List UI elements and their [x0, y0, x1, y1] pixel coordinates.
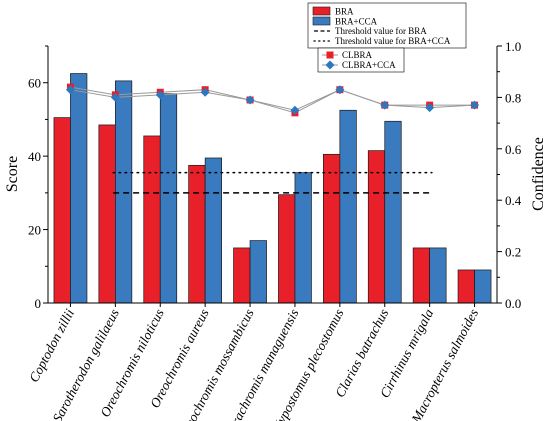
- point-clbra-cca-2: [155, 90, 165, 100]
- bar-bra-cca-3: [204, 157, 222, 304]
- y-tick-label: 20: [28, 223, 41, 238]
- thresholds-layer: [112, 171, 433, 194]
- bar-bra-2: [143, 135, 161, 304]
- bar-bra-0: [53, 117, 71, 304]
- bars-layer: [53, 73, 492, 304]
- y2-tick-label: 0.8: [505, 90, 521, 105]
- point-clbra-cca-8: [425, 103, 435, 113]
- y2-tick-label: 0.0: [505, 296, 521, 311]
- point-clbra-cca-9: [470, 100, 480, 110]
- bar-bra-8: [412, 247, 430, 304]
- point-clbra-cca-1: [110, 92, 120, 102]
- line-clbra: [70, 86, 475, 114]
- legend-swatch-bra-cca: [312, 16, 331, 26]
- legend-label: CLBRA+CCA: [342, 60, 396, 70]
- y2-tick-label: 0.2: [505, 245, 521, 260]
- legend-label: BRA+CCA: [335, 17, 378, 27]
- bar-bra-9: [457, 269, 475, 304]
- y-tick-label: 0: [35, 296, 42, 311]
- legend-label: Threshold value for BRA: [335, 26, 427, 36]
- y2-axis-title: Confidence: [530, 137, 547, 211]
- bar-bra-cca-9: [474, 269, 492, 304]
- bar-bra-3: [188, 164, 206, 304]
- bar-bra-7: [367, 150, 386, 304]
- bar-bra-4: [233, 247, 251, 304]
- legend-marker-diamond: [325, 60, 335, 70]
- bar-bra-cca-7: [384, 120, 402, 304]
- bar-bra-cca-1: [114, 80, 133, 304]
- point-clbra-cca-4: [245, 95, 255, 105]
- y2-tick-label: 0.6: [505, 142, 522, 157]
- bar-bra-1: [98, 124, 116, 304]
- y2-tick-label: 0.4: [505, 193, 522, 208]
- legend-marker-square: [326, 51, 334, 59]
- bar-bra-6: [323, 153, 341, 304]
- point-clbra-cca-0: [65, 85, 75, 95]
- legend-box: [307, 2, 467, 49]
- x-tick-label: Coptodon zillii: [26, 306, 77, 384]
- point-clbra-cca-6: [335, 85, 345, 95]
- bar-bra-cca-2: [159, 93, 178, 304]
- y-tick-label: 60: [28, 76, 41, 91]
- y-axis-title: Score: [4, 156, 21, 192]
- lines-layer: [65, 83, 480, 117]
- bar-bra-cca-0: [70, 73, 88, 304]
- bar-bra-cca-8: [429, 247, 447, 304]
- legend-label: BRA: [335, 7, 354, 17]
- point-clbra-cca-5: [290, 105, 300, 115]
- point-clbra-cca-7: [380, 100, 390, 110]
- legend-label: Threshold value for BRA+CCA: [335, 36, 451, 46]
- bar-bra-5: [278, 194, 296, 304]
- line-clbra-cca: [70, 89, 475, 111]
- legend-label: CLBRA: [342, 50, 373, 60]
- point-clbra-cca-3: [200, 87, 210, 97]
- y-tick-label: 40: [28, 149, 41, 164]
- bar-bra-cca-4: [249, 240, 267, 304]
- bar-bra-cca-6: [339, 109, 357, 304]
- legend-swatch-bra: [312, 6, 331, 16]
- y2-tick-label: 1.0: [505, 39, 521, 54]
